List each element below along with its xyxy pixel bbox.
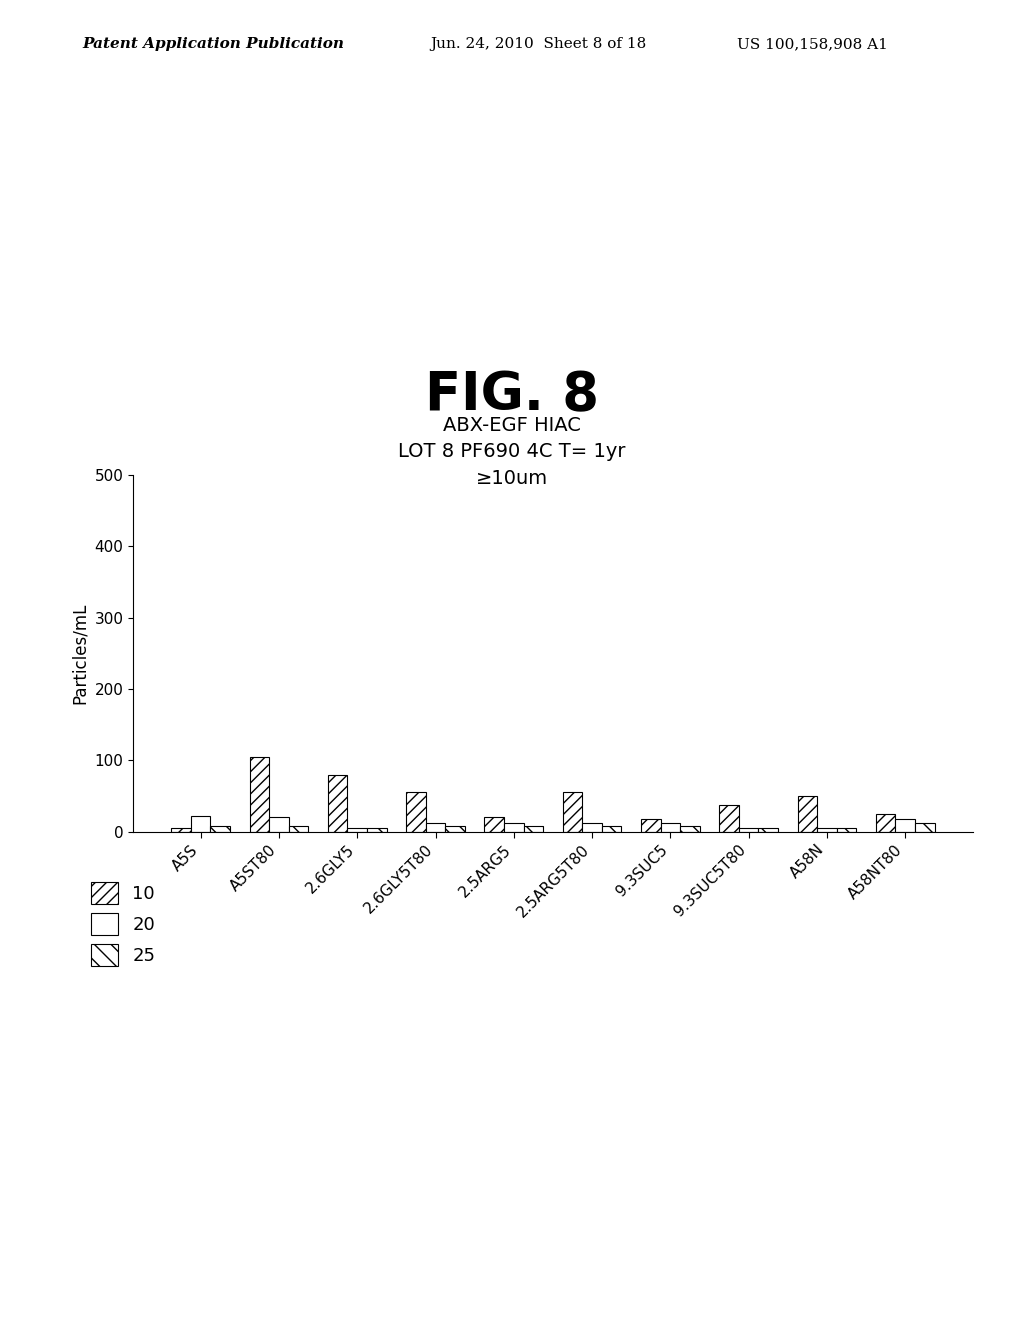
Bar [915,824,935,832]
Bar [347,828,367,832]
Bar [269,817,289,832]
Text: Patent Application Publication: Patent Application Publication [82,37,344,51]
Bar [660,824,680,832]
Bar [563,792,583,832]
Bar [250,756,269,832]
Bar [367,828,387,832]
Bar [211,826,230,832]
Bar [583,824,602,832]
Text: LOT 8 PF690 4C T= 1yr: LOT 8 PF690 4C T= 1yr [398,442,626,461]
Bar [523,826,543,832]
Bar [876,813,895,832]
Text: Jun. 24, 2010  Sheet 8 of 18: Jun. 24, 2010 Sheet 8 of 18 [430,37,646,51]
Y-axis label: Particles/mL: Particles/mL [71,603,89,704]
Bar [817,828,837,832]
Bar [426,824,445,832]
Bar [504,824,523,832]
Legend: 10, 20, 25: 10, 20, 25 [91,882,156,966]
Bar [289,826,308,832]
Bar [445,826,465,832]
Bar [407,792,426,832]
Bar [171,828,190,832]
Bar [190,816,211,832]
Text: ABX-EGF HIAC: ABX-EGF HIAC [443,416,581,434]
Text: US 100,158,908 A1: US 100,158,908 A1 [737,37,888,51]
Bar [895,818,915,832]
Text: ≥10um: ≥10um [476,469,548,487]
Bar [739,828,759,832]
Bar [484,817,504,832]
Text: FIG. 8: FIG. 8 [425,370,599,421]
Bar [328,775,347,832]
Bar [759,828,778,832]
Bar [837,828,856,832]
Bar [602,826,622,832]
Bar [680,826,699,832]
Bar [798,796,817,832]
Bar [641,818,660,832]
Bar [719,804,739,832]
